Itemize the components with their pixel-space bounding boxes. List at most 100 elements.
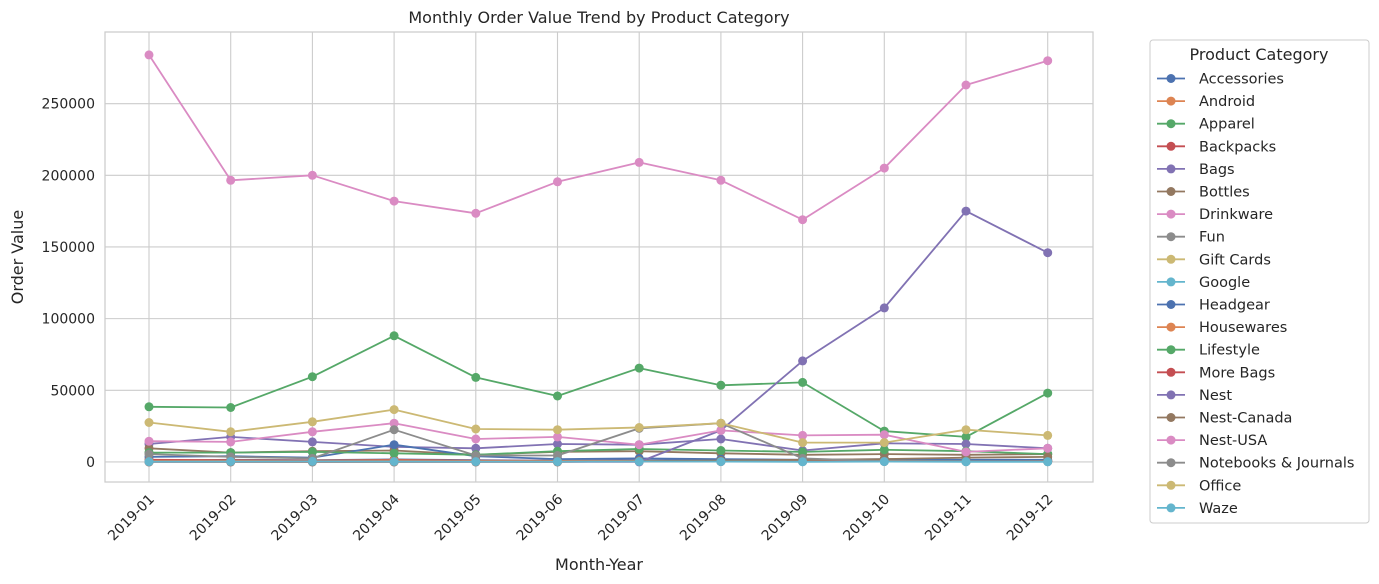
- legend-item: Lifestyle: [1157, 343, 1260, 359]
- data-point: [553, 432, 562, 442]
- legend-frame: [1149, 39, 1370, 524]
- legend-item: Bags: [1157, 162, 1235, 178]
- data-point: [798, 447, 808, 457]
- data-point: [553, 391, 562, 401]
- legend-items: Accessories Android Apparel Backpacks Bags Bo…: [1157, 72, 1354, 517]
- series-line: [148, 334, 1049, 438]
- series-line: [148, 435, 1048, 452]
- data-point: [226, 175, 236, 185]
- x-tick-label: 2019-07: [595, 492, 648, 545]
- legend-label: Apparel: [1199, 117, 1255, 133]
- data-point: [553, 439, 562, 449]
- data-point: [144, 449, 154, 459]
- x-axis-ticks: 2019-01 2019-02 2019-03 2019-04 2019-05 2019-…: [105, 491, 1056, 544]
- legend-marker: [1166, 187, 1176, 196]
- data-point: [1043, 248, 1053, 258]
- legend-marker: [1166, 503, 1176, 513]
- legend-item: Waze: [1157, 501, 1238, 517]
- y-tick-label: 250000: [42, 97, 95, 113]
- x-tick-label: 2019-01: [105, 492, 158, 545]
- data-point: [798, 215, 808, 225]
- chart-title: Monthly Order Value Trend by Product Cat…: [408, 8, 789, 27]
- data-point: [961, 457, 971, 467]
- data-point: [144, 457, 154, 467]
- legend: Product Category Accessories Android Appar…: [1149, 39, 1370, 524]
- series-lines: [144, 50, 1053, 467]
- data-point: [307, 417, 317, 427]
- y-tick-label: 100000: [42, 312, 95, 328]
- legend-item: More Bags: [1157, 365, 1275, 381]
- data-point: [879, 163, 889, 173]
- y-axis-ticks: 0 50000 100000 150000 200000 250000: [42, 97, 95, 471]
- legend-item: Bottles: [1157, 185, 1250, 201]
- data-point: [471, 424, 481, 434]
- data-point: [1043, 443, 1053, 453]
- data-point: [226, 437, 236, 447]
- x-axis-label: Month-Year: [555, 555, 643, 574]
- x-tick-label: 2019-02: [187, 492, 240, 545]
- data-point: [144, 50, 154, 60]
- legend-item: Accessories: [1157, 72, 1284, 88]
- legend-marker: [1166, 458, 1176, 468]
- data-point: [307, 447, 317, 457]
- data-point: [961, 447, 971, 457]
- data-point: [471, 457, 481, 467]
- data-point: [961, 432, 971, 442]
- plot-area: [104, 31, 1094, 483]
- data-point: [389, 457, 399, 466]
- legend-item: Nest: [1157, 388, 1232, 404]
- data-point: [307, 372, 317, 382]
- legend-item: Backpacks: [1157, 139, 1276, 155]
- legend-marker: [1166, 277, 1176, 287]
- data-point: [471, 443, 481, 453]
- legend-marker: [1166, 435, 1176, 445]
- legend-label: Nest-USA: [1199, 433, 1267, 449]
- y-tick-label: 150000: [42, 240, 95, 256]
- legend-item: Housewares: [1157, 320, 1287, 336]
- data-point: [634, 440, 644, 450]
- legend-marker: [1166, 367, 1176, 377]
- x-tick-label: 2019-06: [514, 491, 567, 544]
- x-tick-label: 2019-05: [432, 492, 485, 545]
- series-line: [149, 448, 1048, 456]
- series-line: [148, 408, 1048, 444]
- data-point: [389, 425, 399, 435]
- legend-marker: [1166, 345, 1176, 355]
- data-point: [879, 303, 889, 313]
- x-tick-label: 2019-11: [922, 492, 975, 545]
- data-point: [879, 445, 889, 455]
- legend-label: Drinkware: [1199, 207, 1273, 223]
- legend-marker: [1166, 74, 1176, 83]
- y-tick-label: 200000: [42, 168, 95, 184]
- y-tick-label: 0: [86, 455, 95, 471]
- data-point: [389, 440, 399, 450]
- legend-item: Headgear: [1157, 298, 1270, 314]
- data-point: [798, 457, 808, 467]
- data-point: [879, 457, 889, 467]
- data-point: [389, 448, 399, 458]
- legend-label: Nest-Canada: [1199, 411, 1292, 427]
- legend-label: Nest: [1199, 388, 1232, 404]
- legend-marker: [1166, 232, 1176, 242]
- data-point: [307, 427, 317, 437]
- legend-label: Headgear: [1199, 298, 1270, 314]
- data-point: [1043, 56, 1053, 66]
- series-apparel: [144, 331, 1053, 442]
- data-point: [226, 403, 236, 412]
- legend-label: Android: [1199, 94, 1255, 110]
- data-point: [307, 456, 317, 466]
- legend-marker: [1166, 254, 1176, 264]
- data-point: [716, 457, 726, 467]
- data-point: [389, 196, 399, 206]
- data-point: [226, 427, 236, 437]
- legend-label: Housewares: [1199, 320, 1287, 336]
- data-point: [634, 363, 644, 373]
- data-point: [307, 437, 317, 447]
- legend-marker: [1166, 141, 1176, 151]
- x-tick-label: 2019-09: [759, 492, 812, 545]
- data-point: [961, 439, 971, 449]
- data-point: [471, 434, 481, 444]
- y-axis-label: Order Value: [8, 210, 27, 305]
- series-nest-usa: [144, 418, 1053, 457]
